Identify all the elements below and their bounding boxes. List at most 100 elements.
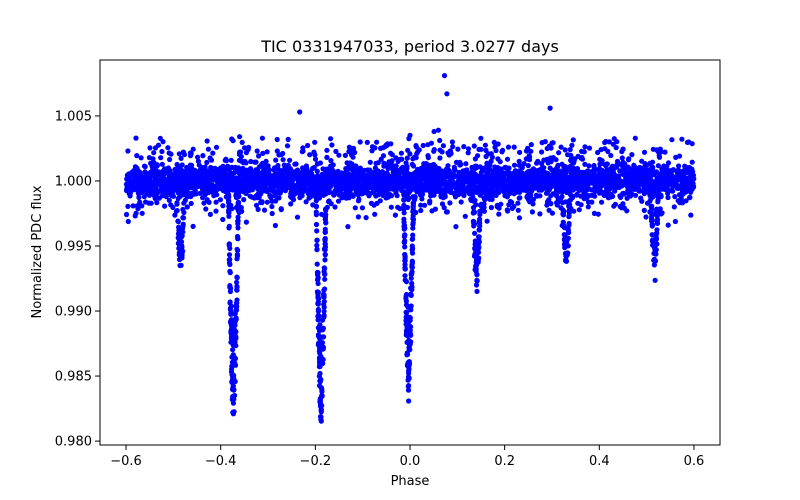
data-point: [137, 169, 143, 176]
data-point: [227, 261, 233, 268]
data-point: [553, 189, 559, 195]
data-point: [476, 146, 482, 152]
data-point: [301, 188, 307, 194]
data-point: [422, 202, 428, 208]
y-axis-label: Normalized PDC flux: [30, 185, 45, 318]
data-point: [274, 148, 280, 154]
data-point: [125, 148, 131, 154]
data-point: [253, 167, 259, 173]
data-point: [665, 222, 671, 228]
data-point: [321, 301, 327, 308]
x-tick-label: 0.6: [684, 454, 705, 469]
data-point: [647, 209, 653, 215]
data-point: [312, 156, 319, 162]
data-point: [313, 198, 319, 204]
data-point: [494, 202, 500, 208]
data-point: [472, 241, 478, 247]
data-point: [450, 144, 456, 150]
data-point: [398, 150, 404, 156]
data-point: [521, 184, 527, 190]
data-point: [492, 164, 498, 170]
data-point: [405, 351, 411, 357]
data-point: [470, 198, 476, 204]
data-point: [385, 165, 391, 171]
data-point: [224, 175, 230, 181]
data-point: [657, 206, 663, 212]
data-point: [332, 175, 338, 181]
data-point: [561, 237, 568, 243]
data-point: [688, 212, 694, 218]
data-point: [482, 185, 488, 191]
data-point: [469, 168, 475, 174]
data-point: [284, 143, 291, 149]
data-point: [299, 178, 305, 184]
data-point: [355, 198, 362, 204]
data-point: [670, 188, 676, 194]
data-point: [345, 184, 351, 190]
data-point: [474, 288, 480, 294]
data-point: [401, 222, 407, 229]
data-point: [431, 148, 437, 154]
data-point: [327, 179, 333, 185]
data-point: [321, 268, 327, 275]
data-point: [402, 258, 408, 264]
data-point: [228, 157, 234, 163]
data-point: [267, 192, 273, 198]
data-point: [482, 142, 488, 148]
data-point: [176, 227, 182, 233]
data-point: [210, 167, 216, 173]
data-point: [410, 232, 416, 238]
data-point: [605, 175, 611, 181]
data-point: [515, 180, 521, 186]
data-point: [318, 407, 324, 413]
data-point: [228, 335, 234, 341]
data-point: [247, 187, 253, 193]
data-point: [612, 201, 619, 207]
data-point: [255, 190, 262, 196]
data-point: [462, 167, 469, 173]
data-point: [389, 158, 395, 164]
data-point: [381, 163, 387, 169]
data-point: [405, 332, 411, 339]
data-point: [578, 155, 584, 161]
data-point: [259, 135, 265, 141]
data-point: [599, 199, 605, 205]
data-point: [205, 146, 211, 152]
data-point: [476, 227, 483, 233]
data-point: [475, 247, 481, 253]
data-point: [593, 182, 600, 188]
data-point: [280, 157, 286, 163]
data-point: [656, 186, 662, 193]
data-point: [395, 171, 401, 177]
data-point: [402, 266, 408, 272]
data-point: [597, 161, 603, 167]
data-point: [483, 147, 489, 153]
data-point: [139, 203, 145, 209]
data-point: [328, 158, 334, 164]
data-point: [628, 181, 634, 187]
data-point: [444, 91, 450, 97]
data-point: [234, 304, 240, 310]
data-point: [403, 293, 409, 299]
data-point: [656, 154, 663, 160]
data-point: [384, 184, 390, 190]
data-point: [406, 341, 412, 347]
data-point: [315, 312, 321, 318]
data-point: [223, 156, 229, 162]
data-point: [413, 143, 419, 149]
data-point: [150, 173, 156, 179]
data-point: [303, 163, 309, 169]
data-point: [420, 142, 426, 149]
data-point: [393, 190, 399, 196]
data-point: [289, 177, 295, 183]
data-point: [652, 247, 658, 253]
data-point: [409, 161, 415, 167]
data-point: [306, 176, 312, 182]
data-point: [284, 165, 290, 171]
data-point: [190, 146, 196, 152]
data-point: [166, 150, 172, 156]
data-point: [332, 188, 338, 194]
data-point: [438, 182, 444, 188]
data-point: [314, 161, 320, 167]
data-point: [613, 178, 619, 184]
